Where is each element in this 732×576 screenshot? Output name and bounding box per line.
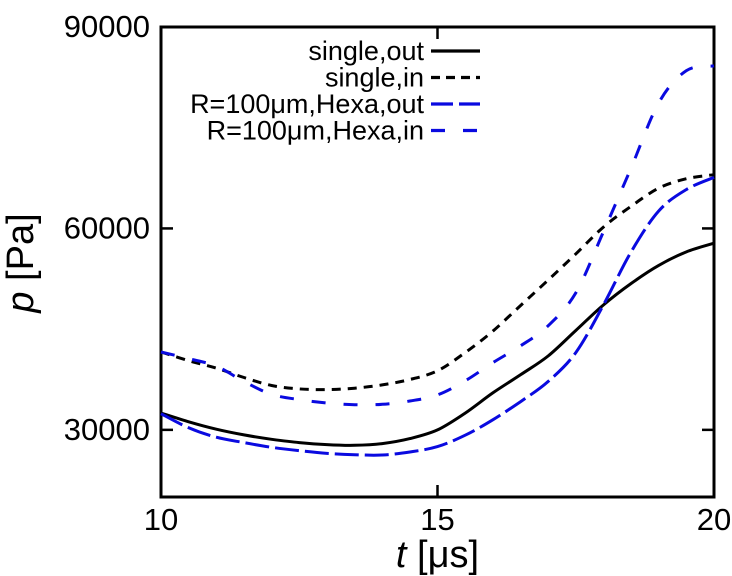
legend-label-single-in: single,in: [325, 63, 424, 93]
legend-label-single-out: single,out: [308, 36, 424, 66]
curve-r-100-m-hexa-in: [160, 64, 715, 407]
curve-r-100-m-hexa-out: [160, 176, 715, 457]
y-tick-label: 90000: [64, 9, 150, 44]
legend-label-r-100-m-hexa-out: R=100μm,Hexa,out: [190, 89, 424, 119]
y-tick-label: 30000: [64, 412, 150, 447]
legend-label-r-100-m-hexa-in: R=100μm,Hexa,in: [207, 116, 424, 146]
curve-single-out: [160, 241, 715, 447]
x-tick-label: 10: [144, 502, 178, 537]
y-axis-title: p [Pa]: [0, 213, 42, 313]
x-tick-label: 20: [697, 502, 731, 537]
y-tick-label: 60000: [64, 210, 150, 245]
x-axis-title: t [μs]: [396, 534, 479, 576]
x-tick-label: 15: [420, 502, 454, 537]
curve-single-in: [160, 173, 715, 392]
